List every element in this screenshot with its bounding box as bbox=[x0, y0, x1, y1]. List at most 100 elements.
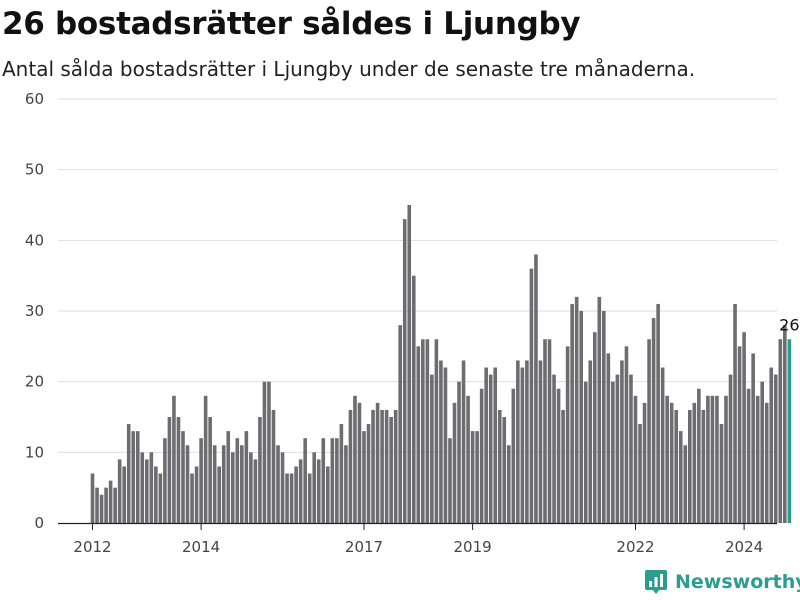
bar-latest bbox=[787, 339, 792, 523]
bar bbox=[511, 388, 516, 523]
bar bbox=[552, 374, 556, 523]
bar bbox=[249, 452, 253, 523]
bar bbox=[289, 473, 294, 523]
bar bbox=[538, 360, 543, 523]
x-axis: 2012 2014 2017 2019 2022 2024 bbox=[58, 522, 777, 556]
bar bbox=[724, 395, 728, 523]
bar bbox=[516, 360, 520, 523]
bar bbox=[461, 360, 466, 523]
bar bbox=[425, 339, 430, 523]
bar bbox=[117, 459, 122, 523]
chart-subtitle: Antal sålda bostadsrätter i Ljungby unde… bbox=[2, 57, 696, 81]
bar bbox=[416, 346, 421, 523]
bar bbox=[502, 417, 507, 523]
x-tick-label: 2017 bbox=[345, 538, 383, 556]
bar bbox=[597, 296, 602, 523]
bar bbox=[226, 431, 231, 523]
latest-value-label: 26 bbox=[779, 315, 799, 334]
bar bbox=[574, 296, 579, 523]
bar bbox=[760, 381, 764, 523]
bar bbox=[692, 402, 697, 523]
bar bbox=[140, 452, 145, 523]
x-tick-label: 2014 bbox=[182, 538, 220, 556]
newsworthy-logo: Newsworthy bbox=[644, 569, 800, 595]
bar bbox=[783, 325, 787, 523]
x-tick-label: 2024 bbox=[725, 538, 763, 556]
bar bbox=[430, 374, 434, 523]
bar bbox=[674, 409, 679, 523]
y-tick-label: 40 bbox=[25, 231, 44, 249]
bar bbox=[642, 402, 647, 523]
bar bbox=[547, 339, 552, 523]
bar bbox=[240, 445, 244, 523]
bar bbox=[321, 438, 326, 523]
bar bbox=[629, 374, 633, 523]
bar bbox=[258, 417, 262, 523]
bar bbox=[715, 395, 719, 523]
bar bbox=[678, 431, 683, 523]
y-tick-label: 20 bbox=[25, 373, 44, 391]
bar bbox=[104, 487, 108, 523]
bar bbox=[348, 409, 353, 523]
bar bbox=[393, 409, 398, 523]
bar bbox=[280, 452, 285, 523]
bar bbox=[212, 445, 217, 523]
newsworthy-logo-text: Newsworthy bbox=[675, 571, 800, 593]
bar bbox=[113, 487, 117, 523]
bar bbox=[470, 431, 475, 523]
bar bbox=[235, 438, 240, 523]
bar bbox=[312, 452, 317, 523]
bar bbox=[122, 466, 126, 523]
bar bbox=[398, 325, 402, 523]
bar bbox=[520, 367, 525, 523]
bar bbox=[253, 459, 258, 523]
bar bbox=[108, 480, 113, 523]
bar bbox=[389, 417, 393, 523]
bar bbox=[244, 431, 249, 523]
bar bbox=[665, 395, 669, 523]
bar bbox=[126, 424, 131, 523]
bar bbox=[457, 381, 461, 523]
bar bbox=[149, 452, 154, 523]
bar bbox=[484, 367, 488, 523]
bar bbox=[778, 339, 783, 523]
bar bbox=[330, 438, 335, 523]
bar bbox=[588, 360, 593, 523]
bar bbox=[660, 367, 665, 523]
bar bbox=[638, 424, 642, 523]
bar bbox=[742, 332, 746, 523]
bar bbox=[651, 318, 656, 523]
bars bbox=[90, 205, 792, 523]
y-axis-labels: 0 10 20 30 40 50 60 bbox=[25, 90, 44, 532]
bar bbox=[163, 438, 167, 523]
bar bbox=[262, 381, 267, 523]
bar bbox=[303, 438, 307, 523]
bar bbox=[135, 431, 140, 523]
bar bbox=[434, 339, 439, 523]
bar bbox=[181, 431, 185, 523]
bar bbox=[380, 409, 384, 523]
bar bbox=[737, 346, 742, 523]
newsworthy-logo-icon bbox=[645, 570, 667, 594]
bar bbox=[769, 367, 774, 523]
bar bbox=[620, 360, 624, 523]
bar bbox=[443, 367, 448, 523]
bar bbox=[375, 402, 380, 523]
bar bbox=[733, 303, 737, 523]
data-labels: 26 bbox=[779, 315, 799, 334]
bar bbox=[285, 473, 289, 523]
bar bbox=[488, 374, 493, 523]
bar bbox=[570, 303, 574, 523]
bar bbox=[307, 473, 312, 523]
bar bbox=[217, 466, 221, 523]
bar bbox=[764, 402, 769, 523]
bar bbox=[493, 367, 498, 523]
bar bbox=[158, 473, 163, 523]
bar bbox=[448, 438, 452, 523]
bar bbox=[706, 395, 710, 523]
bar bbox=[755, 395, 760, 523]
bar bbox=[344, 445, 348, 523]
bar bbox=[507, 445, 511, 523]
bar bbox=[407, 205, 412, 523]
